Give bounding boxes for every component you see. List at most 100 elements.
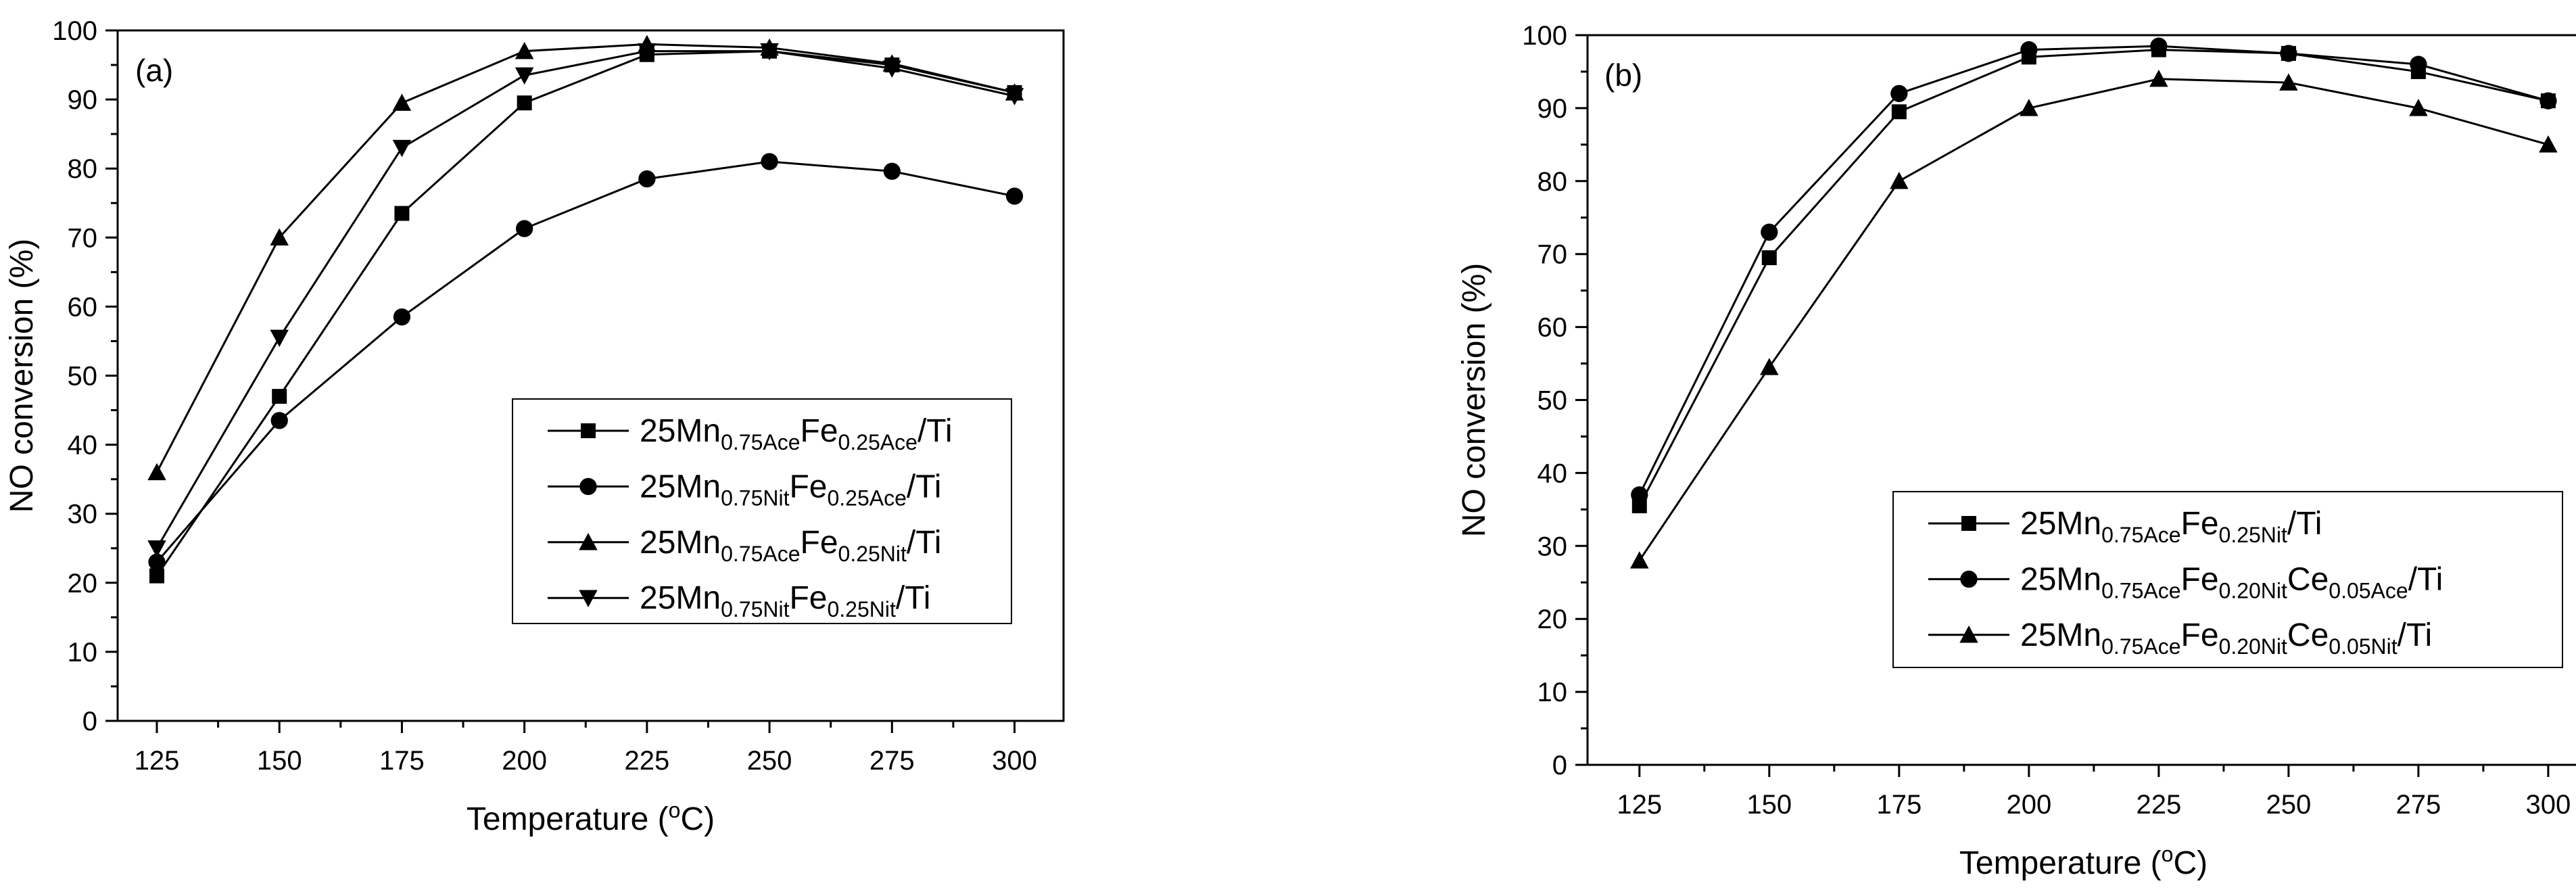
data-point: [392, 93, 412, 111]
legend-entry: 25Mn0.75AceFe0.20NitCe0.05Nit/Ti: [1928, 617, 2432, 659]
x-tick-label: 250: [747, 746, 792, 776]
x-tick-label: 250: [2266, 790, 2312, 820]
y-tick-label: 50: [1537, 386, 1568, 416]
data-point: [2150, 37, 2168, 55]
y-tick-label: 50: [68, 362, 98, 392]
data-point: [1761, 223, 1778, 241]
data-point: [2020, 99, 2038, 116]
data-point: [515, 41, 534, 60]
x-tick-label: 300: [2526, 790, 2571, 820]
y-tick-label: 70: [1537, 240, 1568, 270]
panel-label: (b): [1604, 57, 1642, 93]
y-tick-label: 90: [68, 85, 98, 115]
x-tick-label: 175: [379, 746, 425, 776]
y-axis-label: NO conversion (%): [4, 239, 40, 513]
data-point: [148, 553, 166, 571]
y-tick-label: 100: [1522, 21, 1567, 51]
x-tick-label: 300: [992, 746, 1037, 776]
data-point: [515, 67, 534, 85]
legend-label: 25Mn0.75AceFe0.25Nit/Ti: [2020, 506, 2322, 547]
data-point: [270, 329, 289, 348]
series-line: [156, 160, 1015, 563]
data-point: [1630, 551, 1649, 569]
x-tick-label: 275: [2396, 790, 2441, 820]
y-tick-label: 30: [68, 500, 98, 530]
y-tick-label: 40: [1537, 458, 1568, 488]
data-point: [882, 60, 902, 78]
y-tick-label: 20: [1537, 605, 1568, 634]
legend-marker: [1961, 516, 1976, 531]
data-point: [1760, 358, 1779, 375]
data-point: [272, 389, 287, 404]
series-line: [156, 50, 1015, 577]
y-axis-label: NO conversion (%): [1456, 263, 1492, 537]
x-tick-label: 225: [624, 746, 669, 776]
data-point: [1761, 250, 1777, 266]
y-tick-label: 100: [52, 16, 97, 46]
x-tick-label: 225: [2136, 790, 2181, 820]
data-point: [149, 568, 164, 584]
legend-label: 25Mn0.75AceFe0.25Ace/Ti: [640, 413, 952, 454]
data-point: [1005, 88, 1024, 105]
y-tick-label: 70: [68, 223, 98, 253]
data-point: [270, 412, 288, 429]
legend-entry: 25Mn0.75AceFe0.25Nit/Ti: [1928, 506, 2322, 547]
y-tick-label: 0: [82, 707, 97, 736]
data-point: [638, 170, 656, 188]
data-point: [515, 220, 533, 237]
data-point: [2539, 135, 2558, 153]
y-tick-label: 0: [1552, 751, 1567, 780]
x-tick-label: 150: [257, 746, 302, 776]
data-point: [392, 139, 412, 158]
y-tick-label: 80: [1537, 167, 1568, 197]
data-point: [1631, 486, 1648, 504]
data-point: [393, 308, 411, 326]
data-point: [270, 228, 289, 245]
series-line: [156, 43, 1015, 473]
series-line: [1638, 78, 2549, 561]
y-tick-label: 10: [1537, 678, 1568, 707]
series-2: [148, 153, 1024, 571]
data-point: [638, 43, 657, 61]
data-point: [2280, 45, 2297, 62]
legend: 25Mn0.75AceFe0.25Nit/Ti 25Mn0.75AceFe0.20…: [1892, 491, 2563, 668]
legend-marker: [581, 423, 596, 438]
data-point: [760, 43, 779, 61]
legend-entry: 25Mn0.75NitFe0.25Ace/Ti: [548, 469, 941, 510]
legend-entry: 25Mn0.75AceFe0.20NitCe0.05Ace/Ti: [1928, 561, 2443, 603]
legend-marker: [1959, 626, 1978, 643]
legend-label: 25Mn0.75AceFe0.20NitCe0.05Nit/Ti: [2020, 617, 2432, 659]
data-point: [1891, 104, 1907, 120]
y-tick-label: 10: [68, 638, 98, 667]
legend-marker: [579, 590, 598, 607]
data-point: [2539, 92, 2557, 110]
data-point: [517, 95, 532, 111]
y-tick-label: 20: [68, 569, 98, 598]
x-axis-label: Temperature (oC): [1959, 842, 2208, 881]
data-point: [1005, 187, 1024, 205]
legend-marker: [579, 533, 598, 550]
x-tick-label: 125: [1617, 790, 1662, 820]
legend-label: 25Mn0.75AceFe0.20NitCe0.05Ace/Ti: [2020, 561, 2443, 603]
data-point: [2279, 73, 2298, 91]
series-line: [156, 50, 1015, 549]
y-tick-label: 60: [1537, 313, 1568, 343]
series-4: [147, 43, 1024, 558]
series-2: [1631, 37, 2557, 504]
chart-panel-b: 0 10 20 30 40 50 60 70 80 90 100 125 150 175 200 225 250…: [1456, 21, 2576, 881]
data-point: [147, 540, 166, 558]
series-3: [1630, 69, 2558, 569]
y-tick-label: 40: [68, 431, 98, 461]
x-tick-label: 200: [502, 746, 547, 776]
x-tick-label: 175: [1876, 790, 1922, 820]
legend-entry: 25Mn0.75AceFe0.25Nit/Ti: [548, 525, 941, 566]
data-point: [2409, 99, 2428, 116]
legend-marker: [1960, 570, 1978, 588]
panel-label: (a): [135, 53, 173, 88]
legend-label: 25Mn0.75NitFe0.25Nit/Ti: [640, 580, 930, 621]
data-point: [147, 463, 166, 481]
legend-label: 25Mn0.75AceFe0.25Nit/Ti: [640, 525, 941, 566]
series-line: [1638, 45, 2549, 496]
x-tick-label: 200: [2006, 790, 2051, 820]
